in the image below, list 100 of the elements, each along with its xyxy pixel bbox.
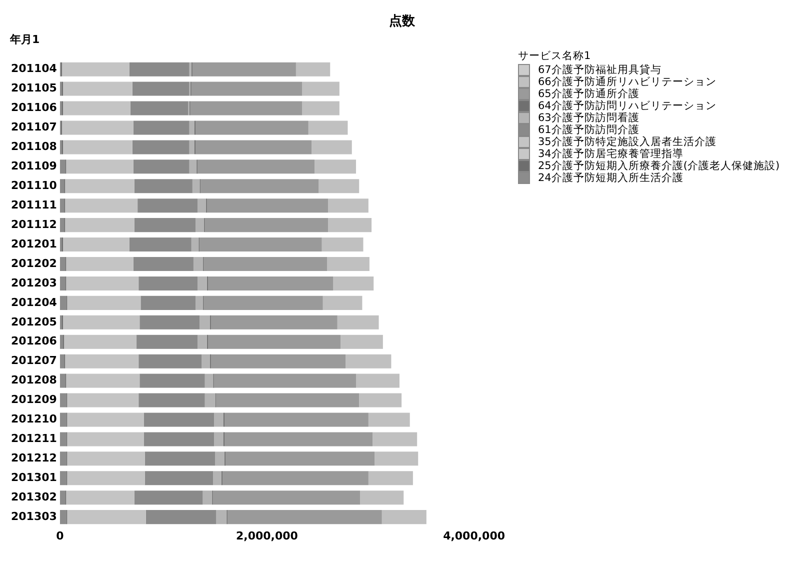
legend-label: 64介護予防訪問リハビリテーション <box>538 100 716 112</box>
y-tick-label: 201110 <box>10 178 58 192</box>
bar <box>67 471 145 486</box>
bar <box>65 198 138 213</box>
bar <box>368 412 410 427</box>
bar <box>144 471 214 486</box>
bar <box>67 452 145 466</box>
x-tick-label: 2,000,000 <box>236 529 298 542</box>
bar <box>66 256 134 272</box>
bar <box>63 82 132 96</box>
bar <box>67 432 144 446</box>
bar <box>318 179 360 194</box>
bar <box>60 334 64 349</box>
bar <box>67 296 141 310</box>
y-tick-label: 201205 <box>10 315 57 328</box>
bar <box>224 412 368 427</box>
legend-label: 65介護予防通所介護 <box>538 88 640 100</box>
bar <box>214 432 224 446</box>
bar <box>200 179 319 194</box>
bar <box>204 374 214 388</box>
legend-label: 66介護予防通所リハビリテーション <box>538 76 716 88</box>
bar <box>214 412 224 427</box>
bar <box>134 179 192 194</box>
y-tick-label: 201206 <box>10 334 58 348</box>
legend-label: 34介護予防居宅療養管理指導 <box>538 148 684 160</box>
bar <box>60 198 64 213</box>
bar <box>67 393 139 408</box>
bar <box>60 471 66 486</box>
bar <box>211 354 346 368</box>
bar <box>140 374 205 388</box>
bar <box>133 120 190 135</box>
y-axis-title: 年月1 <box>10 32 40 47</box>
bar <box>328 198 368 213</box>
bar <box>322 296 362 310</box>
bar <box>340 334 383 349</box>
legend-label: 61介護予防訪問介護 <box>538 124 640 136</box>
legend-label: 25介護予防短期入所療養介護(介護老人保健施設) <box>538 160 780 172</box>
bar <box>228 510 382 524</box>
bar <box>190 101 302 116</box>
bar <box>192 179 200 194</box>
bar <box>208 276 334 290</box>
legend-label: 24介護予防短期入所生活介護 <box>538 172 684 184</box>
bar <box>60 452 66 466</box>
bar <box>64 334 137 349</box>
bar <box>60 160 66 174</box>
bar <box>202 490 212 505</box>
bar <box>129 62 190 76</box>
bar <box>308 120 348 135</box>
bar <box>196 296 203 310</box>
bar <box>67 412 144 427</box>
bar <box>62 120 134 135</box>
y-tick-label: 201112 <box>10 218 57 231</box>
bar <box>198 198 206 213</box>
bar <box>337 315 379 330</box>
bar <box>359 393 402 408</box>
bar <box>134 490 203 505</box>
bar <box>374 452 418 466</box>
bar <box>65 354 139 368</box>
bar <box>65 218 134 232</box>
bar <box>63 238 130 252</box>
bar <box>144 432 214 446</box>
bar <box>60 354 64 368</box>
legend-label: 67介護予防福祉用具貸与 <box>538 64 662 76</box>
y-tick-label: 201202 <box>10 256 57 270</box>
bar <box>133 160 190 174</box>
y-tick-label: 201212 <box>10 452 57 465</box>
bar <box>60 374 66 388</box>
bar <box>138 393 205 408</box>
bar <box>60 393 66 408</box>
bar <box>204 256 328 272</box>
bar <box>146 510 216 524</box>
y-tick-label: 201109 <box>10 160 57 173</box>
y-tick-label: 201209 <box>10 393 57 406</box>
bar <box>302 82 340 96</box>
bar <box>368 471 413 486</box>
bar <box>196 218 204 232</box>
y-tick-label: 201211 <box>10 432 57 446</box>
bar <box>206 198 328 213</box>
bar <box>130 101 188 116</box>
bar <box>144 452 216 466</box>
bar <box>204 296 323 310</box>
bar <box>138 276 198 290</box>
bar <box>372 432 418 446</box>
bar <box>356 374 400 388</box>
y-tick-label: 201210 <box>10 412 58 426</box>
bar <box>62 62 130 76</box>
bar <box>328 218 372 232</box>
bar <box>204 218 328 232</box>
y-tick-label: 201201 <box>10 237 57 250</box>
bar <box>211 315 338 330</box>
bar <box>327 256 370 272</box>
bar <box>60 412 66 427</box>
x-tick-label: 4,000,000 <box>443 529 506 542</box>
bar <box>193 256 203 272</box>
legend-title: サービス名称1 <box>518 50 592 62</box>
bar <box>204 393 216 408</box>
bar <box>60 432 66 446</box>
bar <box>216 393 360 408</box>
bar <box>196 120 308 135</box>
bar <box>213 471 222 486</box>
